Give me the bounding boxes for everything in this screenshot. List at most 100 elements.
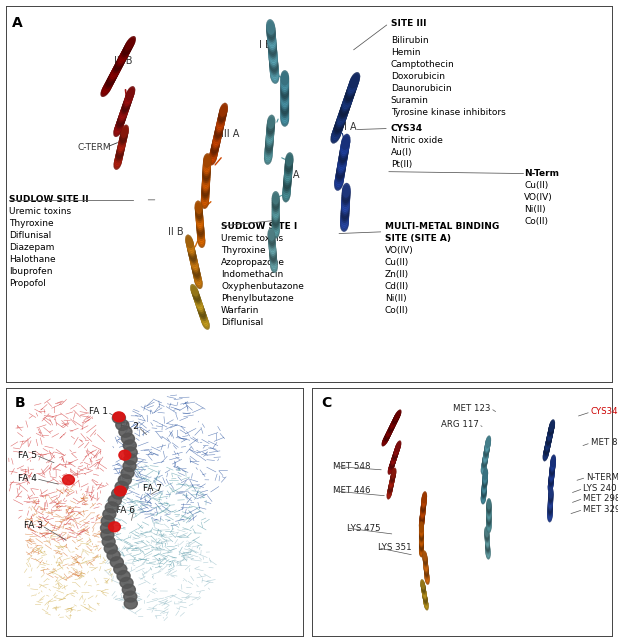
Ellipse shape (341, 204, 349, 220)
Ellipse shape (268, 39, 277, 55)
Ellipse shape (203, 166, 211, 180)
Ellipse shape (336, 111, 347, 127)
Ellipse shape (395, 440, 401, 452)
Ellipse shape (485, 538, 490, 549)
Ellipse shape (198, 234, 205, 248)
Text: MET 329: MET 329 (583, 505, 618, 514)
Text: Suramin: Suramin (391, 96, 429, 105)
Ellipse shape (195, 208, 203, 221)
Ellipse shape (120, 128, 128, 141)
Ellipse shape (193, 272, 202, 286)
Ellipse shape (119, 48, 130, 62)
Ellipse shape (281, 103, 289, 118)
Text: B: B (15, 396, 26, 410)
Ellipse shape (116, 54, 127, 68)
Ellipse shape (485, 529, 489, 539)
Ellipse shape (421, 586, 426, 596)
Ellipse shape (118, 136, 126, 150)
Ellipse shape (482, 475, 488, 487)
Ellipse shape (548, 508, 552, 520)
Text: FA 4: FA 4 (18, 474, 37, 483)
Ellipse shape (266, 124, 274, 139)
Ellipse shape (389, 420, 396, 431)
Ellipse shape (485, 442, 490, 455)
Ellipse shape (212, 136, 221, 150)
Ellipse shape (482, 477, 487, 489)
Ellipse shape (421, 494, 427, 505)
Ellipse shape (420, 515, 425, 527)
Ellipse shape (548, 426, 554, 439)
Ellipse shape (197, 305, 206, 318)
Ellipse shape (384, 429, 392, 440)
Ellipse shape (338, 106, 349, 123)
Ellipse shape (202, 167, 211, 181)
Ellipse shape (266, 126, 274, 141)
Ellipse shape (420, 510, 425, 523)
Ellipse shape (272, 214, 279, 228)
Ellipse shape (387, 424, 395, 435)
Circle shape (101, 516, 114, 526)
Ellipse shape (216, 119, 224, 134)
Ellipse shape (108, 70, 118, 84)
Ellipse shape (338, 153, 347, 168)
Ellipse shape (548, 423, 554, 436)
Ellipse shape (544, 444, 549, 457)
Circle shape (101, 523, 114, 534)
Ellipse shape (197, 229, 205, 243)
Ellipse shape (391, 453, 397, 464)
Ellipse shape (548, 478, 554, 490)
Ellipse shape (196, 213, 203, 227)
Ellipse shape (201, 187, 210, 202)
Ellipse shape (121, 44, 132, 58)
Ellipse shape (341, 208, 349, 223)
Ellipse shape (423, 557, 428, 568)
Ellipse shape (269, 247, 276, 259)
Ellipse shape (187, 239, 195, 253)
Circle shape (105, 502, 118, 513)
Ellipse shape (216, 116, 225, 130)
Ellipse shape (195, 204, 203, 218)
Ellipse shape (269, 48, 277, 64)
Ellipse shape (424, 565, 429, 576)
Ellipse shape (486, 498, 491, 510)
Ellipse shape (114, 153, 122, 166)
Ellipse shape (272, 220, 279, 233)
Ellipse shape (341, 135, 350, 152)
Ellipse shape (269, 243, 276, 256)
Ellipse shape (214, 128, 222, 142)
Ellipse shape (419, 526, 424, 537)
Ellipse shape (219, 103, 228, 117)
Ellipse shape (341, 197, 350, 213)
Ellipse shape (218, 110, 226, 124)
Ellipse shape (196, 216, 204, 230)
Ellipse shape (483, 449, 489, 461)
Ellipse shape (272, 191, 279, 205)
Ellipse shape (548, 476, 554, 489)
Ellipse shape (548, 424, 554, 437)
Ellipse shape (265, 139, 273, 153)
Ellipse shape (394, 410, 402, 421)
Ellipse shape (423, 562, 428, 573)
Ellipse shape (423, 597, 428, 607)
Ellipse shape (284, 169, 292, 184)
Ellipse shape (266, 19, 275, 35)
Ellipse shape (219, 105, 227, 119)
Ellipse shape (337, 109, 347, 126)
Ellipse shape (281, 98, 289, 113)
Ellipse shape (187, 241, 195, 255)
Ellipse shape (284, 168, 292, 182)
Ellipse shape (419, 521, 424, 532)
Ellipse shape (386, 426, 393, 438)
Ellipse shape (388, 462, 394, 474)
Ellipse shape (342, 95, 352, 111)
Ellipse shape (270, 68, 279, 83)
Ellipse shape (419, 518, 424, 530)
Ellipse shape (392, 414, 399, 426)
Ellipse shape (197, 220, 204, 234)
Ellipse shape (117, 143, 125, 157)
Ellipse shape (344, 89, 355, 105)
Circle shape (62, 475, 74, 485)
Ellipse shape (201, 317, 210, 330)
Ellipse shape (115, 55, 126, 70)
Ellipse shape (194, 274, 202, 287)
